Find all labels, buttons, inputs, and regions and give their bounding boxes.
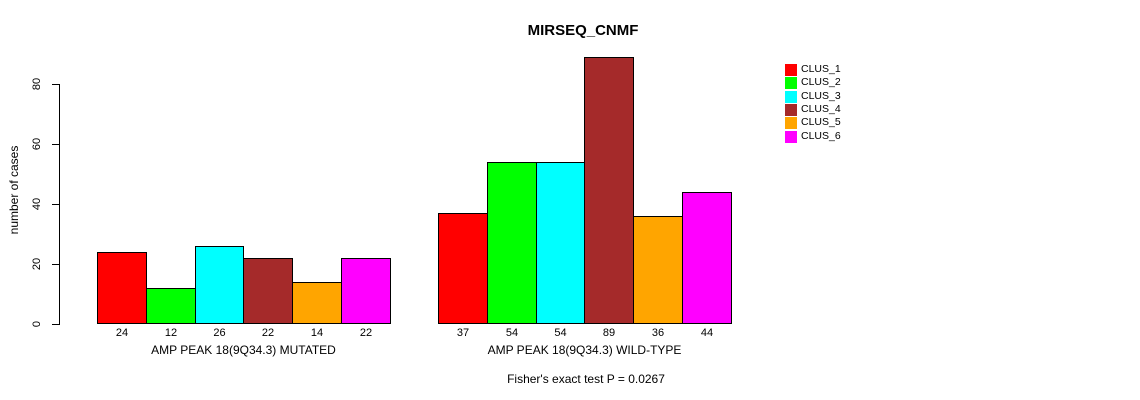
legend-row: CLUS_1 (785, 63, 841, 76)
bar (195, 246, 244, 324)
group-label: AMP PEAK 18(9Q34.3) WILD-TYPE (487, 343, 682, 357)
legend-swatch-clus_5 (785, 116, 797, 129)
bar-value-label: 44 (700, 327, 714, 339)
y-axis-tick (52, 144, 59, 145)
legend-row: CLUS_6 (785, 130, 841, 143)
legend-label: CLUS_4 (801, 103, 841, 115)
y-axis-tick (52, 264, 59, 265)
bar (438, 213, 488, 324)
legend-swatch-clus_4 (785, 103, 797, 116)
bar (682, 192, 732, 324)
bar-value-label: 24 (115, 327, 129, 339)
bar (292, 282, 342, 324)
bar-value-label: 54 (554, 327, 567, 339)
y-axis-tick-label: 0 (31, 320, 43, 328)
bar (487, 162, 537, 324)
legend-swatch-clus_1 (785, 63, 797, 76)
bar (633, 216, 683, 324)
legend-swatch-clus_2 (785, 76, 797, 89)
bar-value-label: 89 (602, 327, 616, 339)
legend-label: CLUS_1 (801, 63, 841, 75)
legend-row: CLUS_3 (785, 90, 841, 103)
y-axis-tick-label: 80 (31, 77, 43, 91)
legend-swatch-clus_6 (785, 130, 797, 143)
bar-value-label: 26 (213, 327, 226, 339)
y-axis-tick-label: 60 (31, 137, 43, 151)
y-axis-tick (52, 84, 59, 85)
legend-row: CLUS_5 (785, 116, 841, 129)
legend-row: CLUS_2 (785, 76, 841, 89)
bar (243, 258, 293, 324)
y-axis-tick-label: 20 (31, 257, 43, 271)
bar-value-label: 54 (505, 327, 519, 339)
bar-value-label: 22 (359, 327, 373, 339)
bar-value-label: 36 (651, 327, 665, 339)
y-axis-label: number of cases (7, 145, 21, 235)
bar (341, 258, 391, 324)
bar (584, 57, 634, 324)
bar (536, 162, 585, 324)
legend-label: CLUS_2 (801, 76, 841, 88)
bar-value-label: 12 (164, 327, 178, 339)
y-axis-tick-label: 40 (31, 197, 43, 211)
bar-value-label: 14 (310, 327, 324, 339)
bar-value-label: 22 (261, 327, 275, 339)
legend-row: CLUS_4 (785, 103, 841, 116)
legend-label: CLUS_3 (801, 90, 841, 102)
chart-title: MIRSEQ_CNMF (527, 22, 639, 39)
bar (97, 252, 147, 324)
legend-swatch-clus_3 (785, 90, 797, 103)
group-label: AMP PEAK 18(9Q34.3) MUTATED (151, 343, 336, 357)
legend-label: CLUS_6 (801, 130, 841, 142)
bar (146, 288, 196, 324)
y-axis-tick (52, 324, 59, 325)
y-axis-tick (52, 204, 59, 205)
bar-value-label: 37 (456, 327, 470, 339)
y-axis-line (59, 84, 60, 325)
legend-label: CLUS_5 (801, 116, 841, 128)
fisher-test-caption: Fisher's exact test P = 0.0267 (507, 372, 665, 386)
